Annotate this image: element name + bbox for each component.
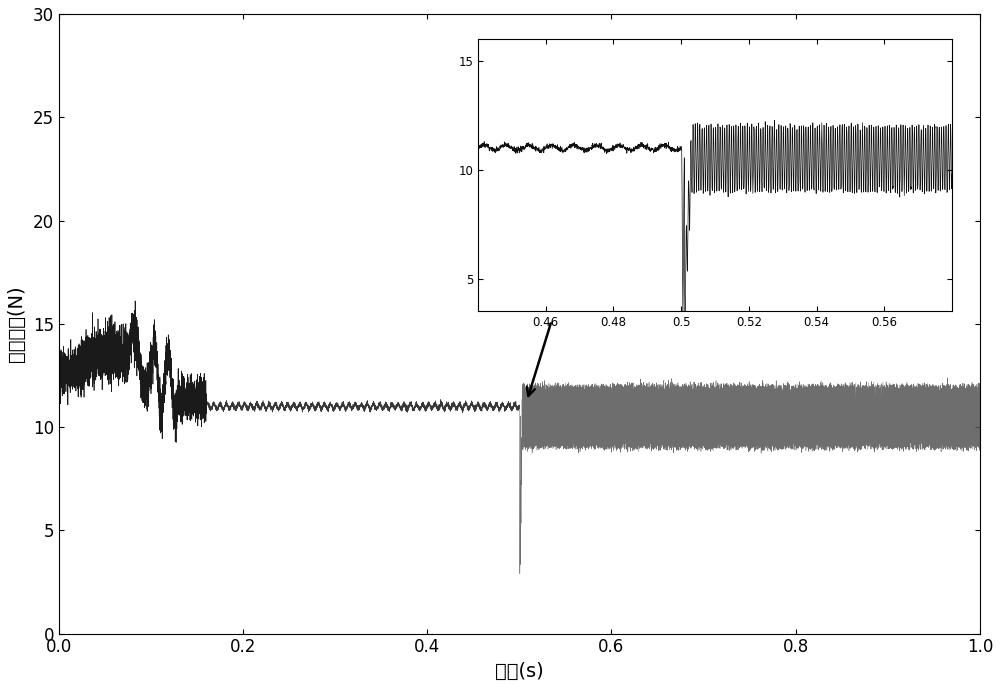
Y-axis label: 电磁转矩(N): 电磁转矩(N) [7,286,26,362]
X-axis label: 时间(s): 时间(s) [495,662,544,681]
